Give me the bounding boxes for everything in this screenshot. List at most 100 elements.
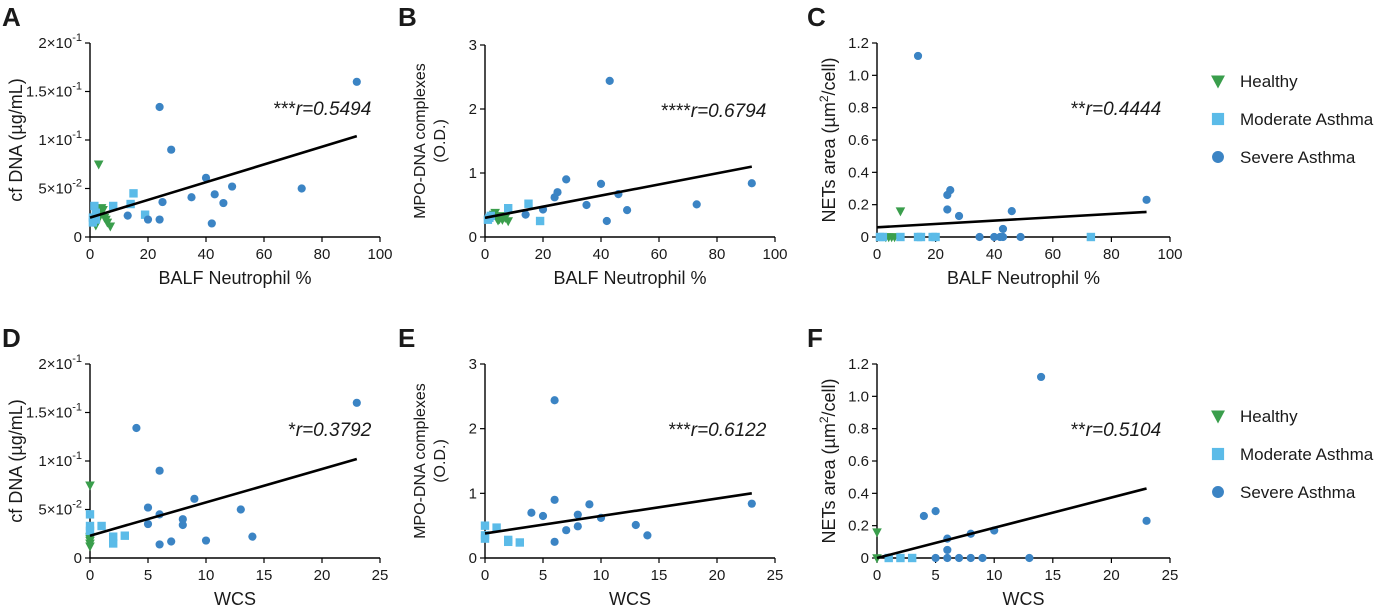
data-point — [975, 232, 984, 242]
data-point — [990, 232, 999, 242]
data-point — [143, 519, 153, 529]
data-point — [946, 186, 955, 195]
legend-label: Moderate Asthma — [1240, 110, 1374, 129]
data-point — [109, 539, 118, 548]
panel-letter: F — [807, 323, 823, 353]
x-tick-label: 20 — [535, 246, 552, 263]
data-point — [919, 511, 928, 521]
legend-label: Healthy — [1240, 407, 1298, 426]
data-point — [155, 466, 164, 475]
y-tick-label: 0.2 — [848, 197, 869, 214]
data-point — [85, 521, 95, 531]
y-tick-label: 5×10-2 — [38, 499, 82, 519]
legend-marker — [1211, 112, 1225, 126]
y-tick-label: 1.2 — [848, 35, 869, 52]
data-point — [998, 224, 1008, 234]
legend-label: Severe Asthma — [1240, 148, 1356, 167]
x-tick-label: 80 — [709, 246, 726, 263]
data-point — [480, 521, 490, 530]
data-point — [1142, 516, 1151, 525]
x-tick-label: 0 — [86, 246, 94, 263]
data-point — [297, 184, 306, 193]
panel-letter: A — [2, 2, 21, 32]
data-point — [178, 520, 187, 530]
data-point — [978, 553, 987, 563]
data-point — [492, 523, 501, 532]
y-tick-label: 3 — [469, 356, 477, 373]
series-moderate — [884, 553, 917, 563]
legend-marker — [1212, 151, 1224, 163]
x-tick-label: 20 — [1103, 567, 1120, 584]
data-point — [123, 211, 132, 220]
panel-a: A 0 20 40 60 80 100 0 5×10-2 1×10-1 1.5×10-1 2×10-1… — [2, 2, 393, 288]
data-point — [605, 76, 614, 85]
x-tick-label: 10 — [593, 567, 610, 584]
x-tick-label: 20 — [140, 246, 157, 263]
x-tick-label: 60 — [1044, 246, 1061, 263]
data-point — [201, 536, 211, 545]
x-tick-label: 15 — [1044, 567, 1061, 584]
regression-line — [876, 210, 1147, 229]
panel-b: B 0 20 40 60 80 100 0 1 2 3 BALF Neutrophil % MPO-DN… — [398, 2, 788, 288]
y-tick-label: 2 — [469, 101, 477, 118]
data-point — [643, 531, 652, 540]
data-point — [490, 208, 500, 218]
x-tick-label: 0 — [873, 246, 881, 263]
data-point — [105, 222, 116, 232]
data-point — [747, 499, 756, 508]
y-axis-label: cf DNA (µg/mL) — [6, 78, 26, 201]
data-point — [998, 232, 1008, 242]
data-point — [109, 532, 118, 541]
data-point — [155, 540, 164, 549]
regression-line — [484, 165, 753, 220]
regression-line — [89, 134, 358, 219]
legend: Healthy Moderate Asthma Severe Asthma — [1211, 72, 1374, 167]
legend-label: Healthy — [1240, 72, 1298, 91]
y-tick-label: 0 — [469, 550, 477, 567]
data-point — [515, 538, 524, 547]
data-point — [91, 208, 100, 217]
y-axis-label: NETs area (µm2/cell) — [817, 378, 839, 543]
data-point — [931, 232, 940, 242]
data-point — [550, 495, 559, 504]
x-tick-label: 5 — [144, 567, 152, 584]
data-point — [207, 219, 216, 228]
x-tick-label: 25 — [767, 567, 784, 584]
data-point — [954, 553, 964, 563]
data-point — [573, 510, 582, 519]
x-tick-label: 0 — [86, 567, 94, 584]
data-point — [228, 182, 237, 191]
data-point — [187, 193, 196, 202]
y-tick-label: 3 — [469, 37, 477, 54]
x-tick-label: 25 — [372, 567, 389, 584]
x-tick-label: 25 — [1162, 567, 1179, 584]
data-point — [143, 215, 153, 224]
y-axis-label: cf DNA (µg/mL) — [6, 399, 26, 522]
data-point — [1016, 232, 1025, 242]
data-point — [602, 216, 611, 226]
data-point — [623, 206, 632, 215]
data-point — [1142, 195, 1151, 204]
data-point — [504, 204, 513, 213]
legend-item-severe: Severe Asthma — [1212, 148, 1356, 167]
y-axis-label: NETs area (µm2/cell) — [817, 57, 839, 222]
x-tick-label: 40 — [986, 246, 1003, 263]
series-severe — [919, 372, 1151, 563]
panel-c: C 0 20 40 60 80 100 0 0.2 0.4 0.6 0.8 1.0 1.2 BALF Neu… — [807, 2, 1183, 288]
legend-marker — [1211, 410, 1225, 424]
data-point — [352, 398, 361, 407]
series-severe — [123, 77, 361, 228]
legend-item-healthy: Healthy — [1211, 72, 1298, 91]
x-tick-label: 5 — [931, 567, 939, 584]
x-tick-label: 20 — [314, 567, 331, 584]
panel-f: F 0 5 10 15 20 25 0 0.2 0.4 0.6 0.8 1.0 1.2 WCS NETs ar… — [807, 323, 1178, 605]
y-tick-label: 1.5×10-1 — [26, 402, 82, 422]
x-axis-label: WCS — [609, 589, 651, 605]
y-tick-label: 0 — [74, 229, 82, 246]
data-point — [236, 505, 245, 514]
x-tick-label: 5 — [539, 567, 547, 584]
data-point — [88, 218, 98, 227]
y-tick-label: 1×10-1 — [38, 450, 82, 470]
x-tick-label: 40 — [593, 246, 610, 263]
legend-item-severe: Severe Asthma — [1212, 483, 1356, 502]
